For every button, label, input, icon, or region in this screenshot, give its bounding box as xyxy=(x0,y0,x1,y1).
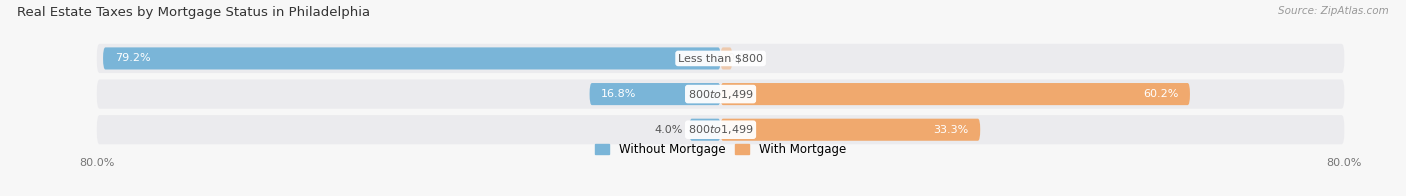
Text: 16.8%: 16.8% xyxy=(602,89,637,99)
Text: $800 to $1,499: $800 to $1,499 xyxy=(688,123,754,136)
Text: 60.2%: 60.2% xyxy=(1143,89,1178,99)
Text: 4.0%: 4.0% xyxy=(655,125,683,135)
Text: 33.3%: 33.3% xyxy=(934,125,969,135)
FancyBboxPatch shape xyxy=(721,119,980,141)
Text: Real Estate Taxes by Mortgage Status in Philadelphia: Real Estate Taxes by Mortgage Status in … xyxy=(17,6,370,19)
Legend: Without Mortgage, With Mortgage: Without Mortgage, With Mortgage xyxy=(595,143,846,156)
Text: 79.2%: 79.2% xyxy=(115,54,150,64)
FancyBboxPatch shape xyxy=(589,83,721,105)
Text: $800 to $1,499: $800 to $1,499 xyxy=(688,88,754,101)
FancyBboxPatch shape xyxy=(721,83,1189,105)
FancyBboxPatch shape xyxy=(721,47,733,70)
Text: Less than $800: Less than $800 xyxy=(678,54,763,64)
FancyBboxPatch shape xyxy=(97,44,1344,73)
FancyBboxPatch shape xyxy=(103,47,721,70)
FancyBboxPatch shape xyxy=(97,115,1344,144)
FancyBboxPatch shape xyxy=(97,79,1344,109)
FancyBboxPatch shape xyxy=(689,119,721,141)
Text: Source: ZipAtlas.com: Source: ZipAtlas.com xyxy=(1278,6,1389,16)
Text: 0.0%: 0.0% xyxy=(727,54,755,64)
